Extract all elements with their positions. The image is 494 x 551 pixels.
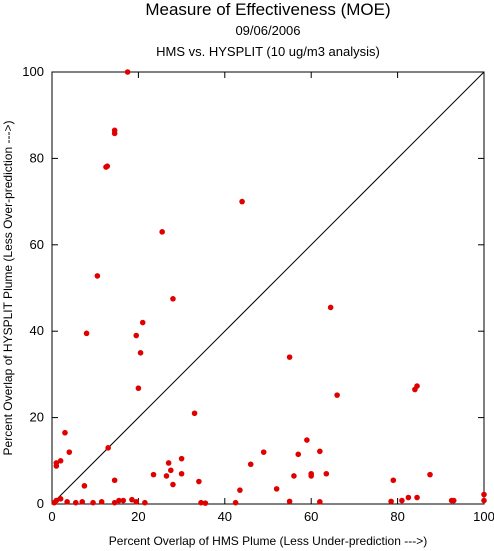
data-point	[390, 477, 397, 484]
data-point	[103, 164, 109, 170]
x-tick-label: 20	[131, 509, 145, 524]
data-point	[405, 494, 412, 501]
data-point	[163, 473, 170, 479]
data-point	[133, 499, 140, 505]
chart-date: 09/06/2006	[235, 23, 300, 38]
data-point	[427, 471, 433, 478]
data-point	[111, 130, 118, 137]
diagonal-reference-line	[51, 71, 485, 505]
data-point	[137, 350, 144, 356]
data-point	[57, 496, 64, 502]
data-point	[399, 497, 405, 504]
data-point	[295, 451, 302, 458]
data-point	[135, 385, 142, 392]
data-point	[57, 458, 64, 464]
x-axis-ticks: 0 20 40 60 80 100	[48, 72, 494, 524]
data-point	[98, 499, 105, 505]
data-point	[51, 499, 57, 506]
data-point	[481, 491, 487, 498]
data-point	[120, 497, 127, 504]
data-point	[260, 449, 267, 455]
data-point	[142, 499, 148, 506]
data-point	[81, 483, 88, 489]
data-point	[165, 460, 172, 466]
data-point	[304, 437, 310, 443]
data-point	[170, 481, 176, 488]
data-point	[90, 499, 96, 506]
data-point	[150, 471, 157, 478]
x-tick-label: 40	[218, 509, 232, 524]
data-point	[334, 392, 340, 398]
data-point	[83, 330, 90, 337]
y-tick-label: 100	[22, 64, 44, 79]
data-point	[317, 499, 323, 505]
chart-subtitle: HMS vs. HYSPLIT (10 ug/m3 analysis)	[156, 44, 380, 59]
data-points	[51, 69, 487, 506]
data-point	[191, 410, 198, 417]
data-point	[53, 463, 60, 469]
data-point	[414, 494, 420, 501]
y-tick-label: 80	[30, 150, 44, 165]
data-point	[94, 273, 101, 279]
x-tick-label: 0	[48, 509, 55, 524]
data-point	[79, 499, 86, 505]
data-point	[139, 319, 146, 326]
data-point	[273, 486, 280, 492]
data-point	[388, 498, 394, 505]
data-point	[116, 497, 122, 504]
data-point	[170, 296, 176, 302]
data-point	[286, 498, 293, 505]
data-point	[481, 497, 487, 504]
data-point	[66, 449, 73, 455]
data-point	[327, 304, 334, 311]
data-point	[111, 477, 118, 484]
data-point	[196, 478, 202, 485]
data-point	[105, 445, 111, 451]
data-point	[232, 499, 239, 506]
data-point	[308, 473, 315, 479]
y-axis-label: Percent Overlap of HYSPLIT Plume (Less O…	[1, 121, 15, 456]
data-point	[323, 470, 330, 477]
y-tick-label: 60	[30, 237, 44, 252]
data-point	[237, 487, 243, 493]
data-point	[247, 461, 254, 468]
data-point	[317, 448, 323, 455]
chart-title: Measure of Effectiveness (MOE)	[145, 0, 390, 19]
y-tick-label: 40	[30, 323, 44, 338]
data-point	[202, 500, 209, 506]
data-point	[178, 470, 185, 477]
y-axis-ticks: 0 20 40 60 80 100	[22, 64, 484, 511]
data-point	[111, 499, 118, 506]
data-point	[72, 499, 79, 506]
data-point	[159, 229, 165, 235]
data-point	[62, 429, 68, 436]
data-point	[64, 499, 70, 505]
data-point	[239, 198, 245, 205]
x-tick-label: 60	[304, 509, 318, 524]
plot-frame	[51, 71, 485, 505]
data-point	[168, 467, 174, 474]
data-point	[450, 497, 457, 504]
y-tick-label: 20	[30, 410, 44, 425]
x-axis-label: Percent Overlap of HMS Plume (Less Under…	[109, 534, 427, 548]
y-tick-label: 0	[37, 496, 44, 511]
data-point	[178, 455, 185, 462]
data-point	[124, 69, 131, 75]
data-point	[129, 496, 135, 503]
data-point	[133, 332, 140, 339]
data-point	[291, 473, 297, 479]
data-point	[286, 354, 293, 360]
x-tick-label: 100	[473, 509, 494, 524]
data-point	[198, 499, 204, 506]
x-tick-label: 80	[390, 509, 404, 524]
data-point	[412, 386, 418, 393]
